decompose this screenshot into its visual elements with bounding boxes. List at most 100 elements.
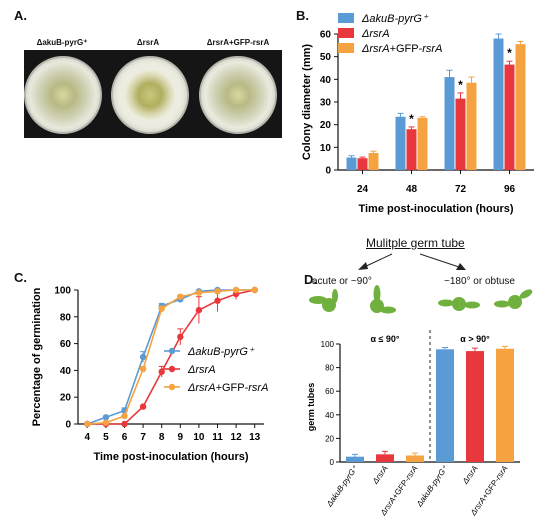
chart-b-ytick-label-0: 0 bbox=[325, 166, 331, 177]
plate-label-complemented: ΔrsrA+GFP-rsrA bbox=[206, 38, 270, 47]
chart-c-point-1-6 bbox=[195, 306, 203, 314]
chart-c-xtick-label-1: 5 bbox=[103, 432, 109, 443]
chart-c-ytick-label-4: 80 bbox=[60, 312, 72, 323]
chart-d-group-label-1: α > 90° bbox=[460, 334, 490, 344]
chart-b-ytick-label-6: 60 bbox=[320, 30, 332, 41]
chart-c-point-2-4 bbox=[158, 305, 165, 312]
chart-b-significance-0: * bbox=[409, 112, 414, 126]
chart-b-ytick-label-5: 50 bbox=[320, 52, 332, 63]
chart-b-xtick-label-1: 48 bbox=[406, 184, 418, 195]
panel-a-letter: A. bbox=[14, 8, 27, 23]
chart-b-legend-label-2-part-a: ΔrsrA+ bbox=[361, 43, 397, 55]
chart-c-ytick-label-3: 60 bbox=[60, 339, 72, 350]
plate-wild-type bbox=[24, 56, 102, 134]
chart-b-xtick-label-0: 24 bbox=[357, 184, 369, 195]
panel-b-letter: B. bbox=[296, 8, 309, 23]
chart-b-legend-label-1: ΔrsrA bbox=[361, 28, 390, 40]
chart-d-xtick-label-1-part-a: ΔrsrA bbox=[370, 464, 389, 486]
chart-c-legend-label-2-part-a: ΔrsrA+ bbox=[187, 382, 223, 394]
chart-d-xtick-label-group-3: ΔakuB-pyrG⁺ bbox=[414, 463, 450, 509]
chart-b-bar-0-3 bbox=[493, 38, 504, 171]
chart-c-ytick-label-0: 0 bbox=[65, 420, 71, 431]
chart-c-legend-label-0-part-a: ΔakuB-pyrG⁺ bbox=[187, 346, 255, 358]
chart-c-point-1-7 bbox=[214, 297, 221, 304]
chart-d-xtick-label-0-part-a: ΔakuB-pyrG⁺ bbox=[324, 463, 360, 509]
chart-c-point-2-3 bbox=[139, 365, 147, 373]
chart-c-point-2-8 bbox=[232, 286, 240, 294]
chart-d-xtick-label-0: ΔakuB-pyrG⁺ bbox=[324, 463, 360, 509]
chart-b-ytick-label-4: 40 bbox=[320, 75, 332, 86]
chart-b-legend-label-2-part-c: rsrA bbox=[422, 43, 442, 55]
chart-d-ytick-label-3: 60 bbox=[325, 387, 334, 396]
chart-d-xtick-label-1: ΔrsrA bbox=[370, 464, 389, 486]
plate-label-mutant: ΔrsrA bbox=[136, 38, 160, 47]
chart-c-point-0-1 bbox=[102, 414, 110, 421]
chart-c-legend-label-1: ΔrsrA bbox=[187, 364, 216, 376]
chart-b-legend-label-0: ΔakuB-pyrG⁺ bbox=[361, 13, 429, 25]
chart-c-xtick-label-2: 6 bbox=[122, 432, 128, 443]
plate-label-wild-type: ΔakuB-pyrG⁺ bbox=[36, 38, 88, 47]
chart-c-xtick-label-0: 4 bbox=[85, 432, 91, 443]
chart-b-ytick-label-3: 30 bbox=[320, 98, 332, 109]
chart-d-bar-4 bbox=[466, 351, 484, 462]
chart-b-bar-0-1 bbox=[395, 116, 406, 170]
chart-c-line-2 bbox=[87, 289, 255, 425]
chart-b-significance-2: * bbox=[507, 46, 512, 60]
chart-c-legend-label-1-part-a: ΔrsrA bbox=[187, 364, 216, 376]
panel-d-letter: D. bbox=[304, 272, 317, 287]
chart-c-point-0-3 bbox=[139, 353, 147, 361]
chart-b-bar-1-0 bbox=[357, 158, 368, 170]
obtuse-angle-label: ~180° or obtuse bbox=[444, 276, 515, 287]
chart-d-bar-3 bbox=[436, 349, 454, 462]
chart-d-group-label-0: α ≤ 90° bbox=[370, 334, 399, 344]
chart-c-point-2-2 bbox=[121, 412, 128, 420]
spore-acute-2 bbox=[370, 285, 396, 314]
chart-c-xtick-label-4: 8 bbox=[159, 432, 165, 443]
chart-b-bar-2-3 bbox=[515, 44, 526, 171]
chart-d-ytick-label-2: 40 bbox=[325, 411, 334, 420]
chart-b-bar-2-2 bbox=[466, 82, 477, 170]
chart-b-bar-0-2 bbox=[444, 77, 455, 170]
chart-b-legend-swatch-2 bbox=[338, 43, 354, 53]
chart-c-ytick-label-1: 20 bbox=[60, 393, 72, 404]
chart-c-point-2-0 bbox=[84, 420, 91, 428]
chart-b-legend-swatch-1 bbox=[338, 28, 354, 38]
chart-d-xtick-label-3-part-a: ΔakuB-pyrG⁺ bbox=[414, 463, 450, 509]
chart-d-bar-0 bbox=[346, 456, 364, 462]
chart-d-bar-5 bbox=[496, 348, 514, 462]
chart-d-xtick-label-group-1: ΔrsrA bbox=[370, 464, 389, 486]
chart-d-xtick-label-5-part-c: rsrA bbox=[494, 464, 510, 481]
chart-d-xtick-label-group-0: ΔakuB-pyrG⁺ bbox=[324, 463, 360, 509]
arrow-right-head bbox=[456, 263, 466, 270]
chart-d-xtick-label-3: ΔakuB-pyrG⁺ bbox=[414, 463, 450, 509]
chart-c-point-2-5 bbox=[177, 293, 184, 300]
chart-d-ytick-label-4: 80 bbox=[325, 364, 334, 373]
chart-b-bar-2-1 bbox=[417, 117, 428, 170]
chart-c-line-1 bbox=[87, 289, 255, 425]
chart-b-ytick-label-1: 10 bbox=[320, 143, 332, 154]
chart-d-xtick-label-4-part-a: ΔrsrA bbox=[460, 464, 479, 486]
chart-c-point-1-3 bbox=[139, 403, 147, 410]
chart-c-point-2-9 bbox=[251, 286, 258, 294]
chart-c-ytick-label-2: 40 bbox=[60, 366, 72, 377]
chart-b-legend-swatch-0 bbox=[338, 13, 354, 23]
chart-b-legend-label-2: ΔrsrA+GFP-rsrA bbox=[361, 43, 442, 55]
chart-d-xtick-label-4: ΔrsrA bbox=[460, 464, 479, 486]
chart-b-bar-1-3 bbox=[504, 64, 515, 170]
chart-c-xtick-label-3: 7 bbox=[140, 432, 146, 443]
chart-c-point-2-7 bbox=[214, 288, 221, 295]
chart-c-point-1-2 bbox=[121, 420, 128, 428]
chart-c-legend-marker-1 bbox=[168, 365, 176, 373]
germ-tube-title: Mulitple germ tube bbox=[366, 236, 465, 250]
chart-c-point-1-5 bbox=[177, 333, 184, 341]
chart-c-xtick-label-5: 9 bbox=[178, 432, 184, 443]
arrow-left-head bbox=[358, 262, 368, 270]
chart-b-bar-1-2 bbox=[455, 98, 466, 170]
chart-b-ytick-label-2: 20 bbox=[320, 120, 332, 131]
spore-obtuse-1 bbox=[438, 297, 480, 311]
chart-c-point-2-1 bbox=[102, 419, 110, 426]
chart-d-bar-2 bbox=[406, 455, 424, 462]
chart-c-legend-label-2-part-b: GFP- bbox=[222, 382, 249, 394]
